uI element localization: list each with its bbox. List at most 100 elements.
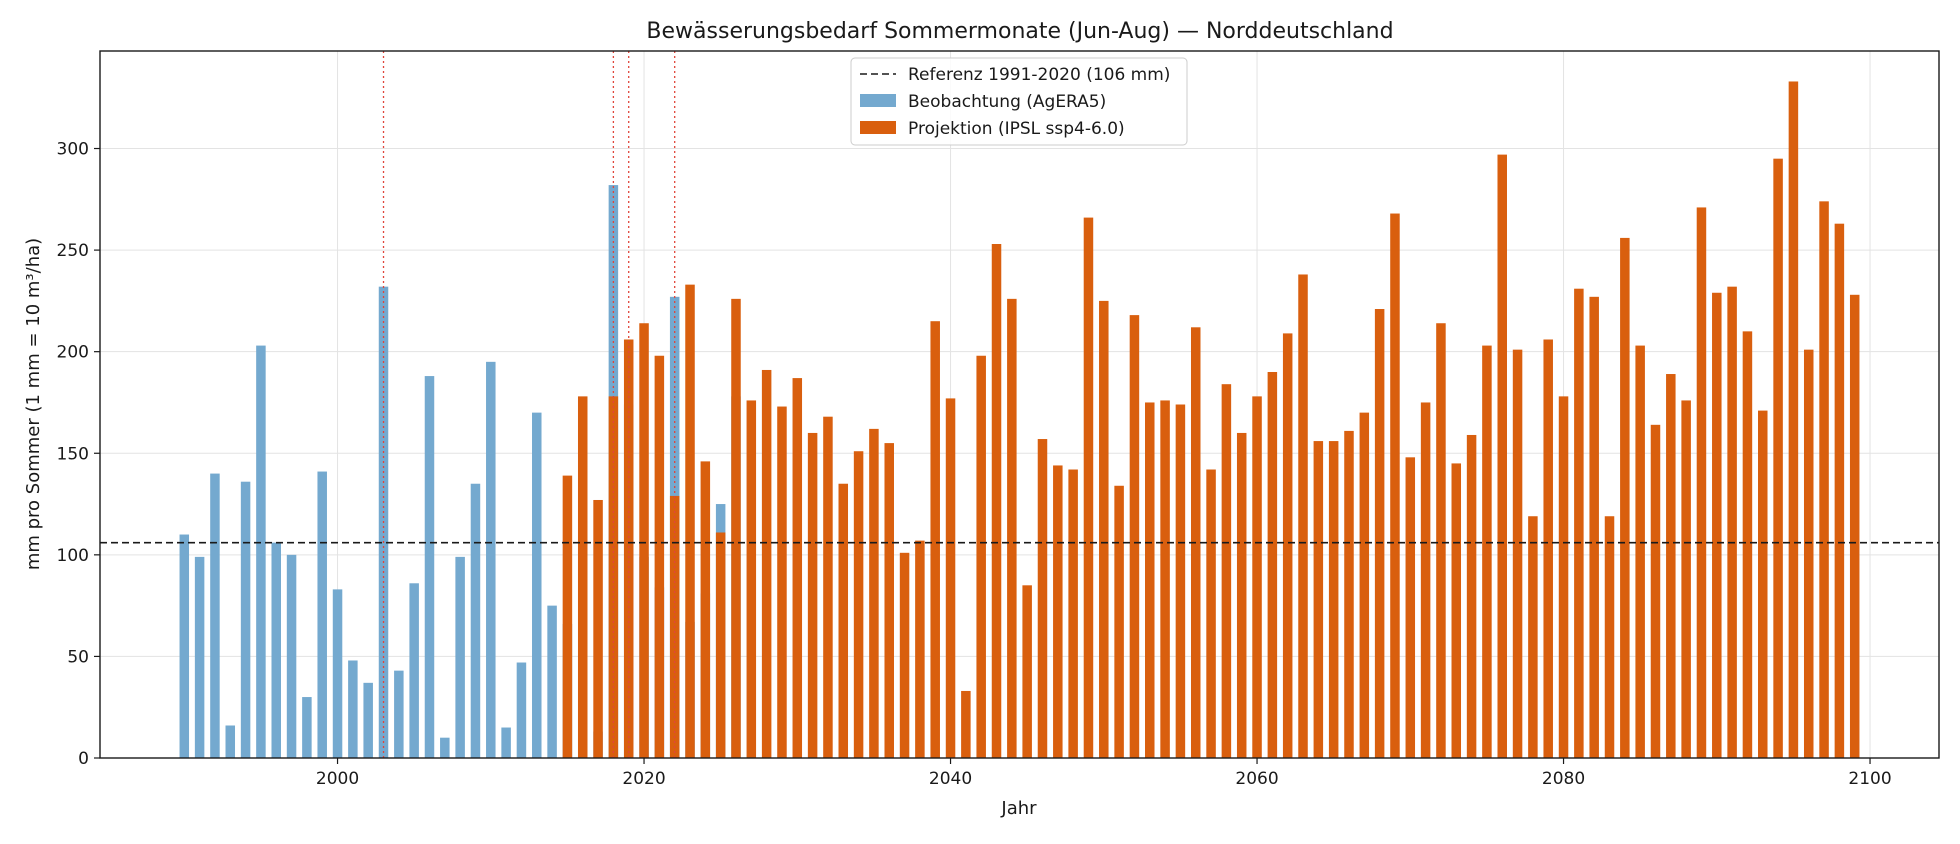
observation-bar (210, 473, 220, 758)
projection-bar (1083, 217, 1094, 759)
projection-bar (1589, 296, 1599, 758)
observation-bar (470, 483, 481, 758)
projection-bar (976, 355, 986, 758)
projection-bar (915, 540, 925, 758)
projection-bar (777, 406, 787, 758)
observation-bar (271, 542, 281, 758)
projection-bar (1604, 516, 1615, 758)
x-tick-label: 2060 (1235, 769, 1278, 789)
projection-bar (1374, 309, 1385, 758)
projection-bar (1359, 412, 1370, 758)
observation-bar (194, 556, 205, 758)
legend-box (850, 57, 1188, 146)
projection-bar (1543, 339, 1553, 758)
projection-bar (731, 298, 741, 758)
observation-bar (256, 345, 266, 758)
projection-bar (1236, 432, 1247, 758)
observation-bar (363, 682, 373, 758)
x-tick-label: 2100 (1848, 769, 1891, 789)
projection-bar (1773, 158, 1783, 758)
y-tick-label: 200 (57, 343, 89, 363)
projection-bar (853, 451, 864, 758)
y-tick-label: 50 (67, 647, 89, 667)
projection-bar (1666, 374, 1676, 758)
projection-bar (654, 355, 665, 758)
projection-bar (1788, 81, 1799, 759)
projection-bar (1328, 441, 1339, 758)
projection-bar (1114, 485, 1124, 758)
projection-bar (1390, 213, 1400, 758)
projection-bar (1436, 323, 1446, 758)
plot-frame (99, 50, 1940, 759)
y-tick-label: 0 (78, 749, 89, 769)
x-tick-label: 2000 (316, 769, 359, 789)
projection-bar (639, 323, 649, 758)
projection-bar (1681, 400, 1691, 758)
x-tick-label: 2080 (1542, 769, 1585, 789)
projection-bar (1221, 384, 1232, 758)
projection-bar (1282, 333, 1293, 758)
projection-bar (1053, 465, 1063, 758)
projection-bar (961, 690, 971, 758)
y-tick-label: 150 (57, 444, 89, 464)
legend-projection-swatch (860, 121, 896, 134)
observation-bar (547, 605, 557, 758)
projection-bar (1160, 400, 1170, 758)
projection-bar (838, 483, 849, 758)
projection-bar (700, 461, 711, 758)
projection-bar (1803, 349, 1814, 758)
projection-bar (807, 432, 818, 758)
observation-bar (179, 534, 190, 758)
observation-bar (302, 697, 312, 758)
observation-bar (394, 670, 404, 758)
projection-bar (1635, 345, 1645, 758)
projection-bar (1528, 516, 1538, 758)
x-axis-ticks: 2000 2020 2040 2060 2080 2100 (316, 758, 1892, 789)
projection-bar (1405, 457, 1416, 758)
projection-bar (1742, 331, 1753, 758)
projection-bar (899, 552, 910, 758)
observation-bar (240, 481, 251, 758)
observation-bar (424, 376, 435, 758)
projection-bar (1420, 402, 1431, 758)
projection-bar (945, 398, 956, 758)
projection-bar (1849, 294, 1860, 758)
y-tick-label: 300 (57, 140, 89, 160)
x-tick-label: 2040 (929, 769, 972, 789)
observation-bar (348, 660, 358, 758)
projection-bar (1068, 469, 1078, 758)
legend-projection-label: Projektion (IPSL ssp4-6.0) (908, 119, 1125, 139)
projection-bar (1344, 430, 1354, 758)
observation-bar (532, 412, 542, 758)
projection-bar (1267, 371, 1278, 758)
observation-bar (317, 471, 327, 758)
projection-bar (746, 400, 757, 758)
projection-bar (1037, 439, 1048, 758)
projection-bar (1099, 300, 1109, 758)
y-tick-label: 250 (57, 241, 89, 261)
observation-bar (440, 737, 450, 758)
projection-bar (715, 532, 726, 758)
legend-observation-swatch (860, 94, 896, 107)
legend-observation-label: Beobachtung (AgERA5) (908, 92, 1106, 112)
projection-bar (1007, 298, 1017, 758)
projection-bar (1650, 424, 1661, 758)
x-tick-label: 2020 (622, 769, 665, 789)
projection-bar (884, 443, 894, 758)
projection-bar (761, 369, 772, 758)
projection-bar (1834, 223, 1845, 759)
observation-bar (516, 662, 527, 758)
projection-bars (562, 81, 1860, 759)
projection-bar (1574, 288, 1584, 758)
projection-bar (562, 475, 573, 758)
chart-title: Bewässerungsbedarf Sommermonate (Jun-Aug… (646, 19, 1393, 44)
observation-bar (455, 556, 465, 758)
projection-bar (869, 428, 879, 758)
legend: Referenz 1991-2020 (106 mm) Beobachtung … (850, 57, 1188, 146)
legend-reference-label: Referenz 1991-2020 (106 mm) (908, 65, 1170, 85)
projection-bar (1206, 469, 1216, 758)
projection-bar (1620, 237, 1630, 758)
observation-bar (286, 554, 297, 758)
